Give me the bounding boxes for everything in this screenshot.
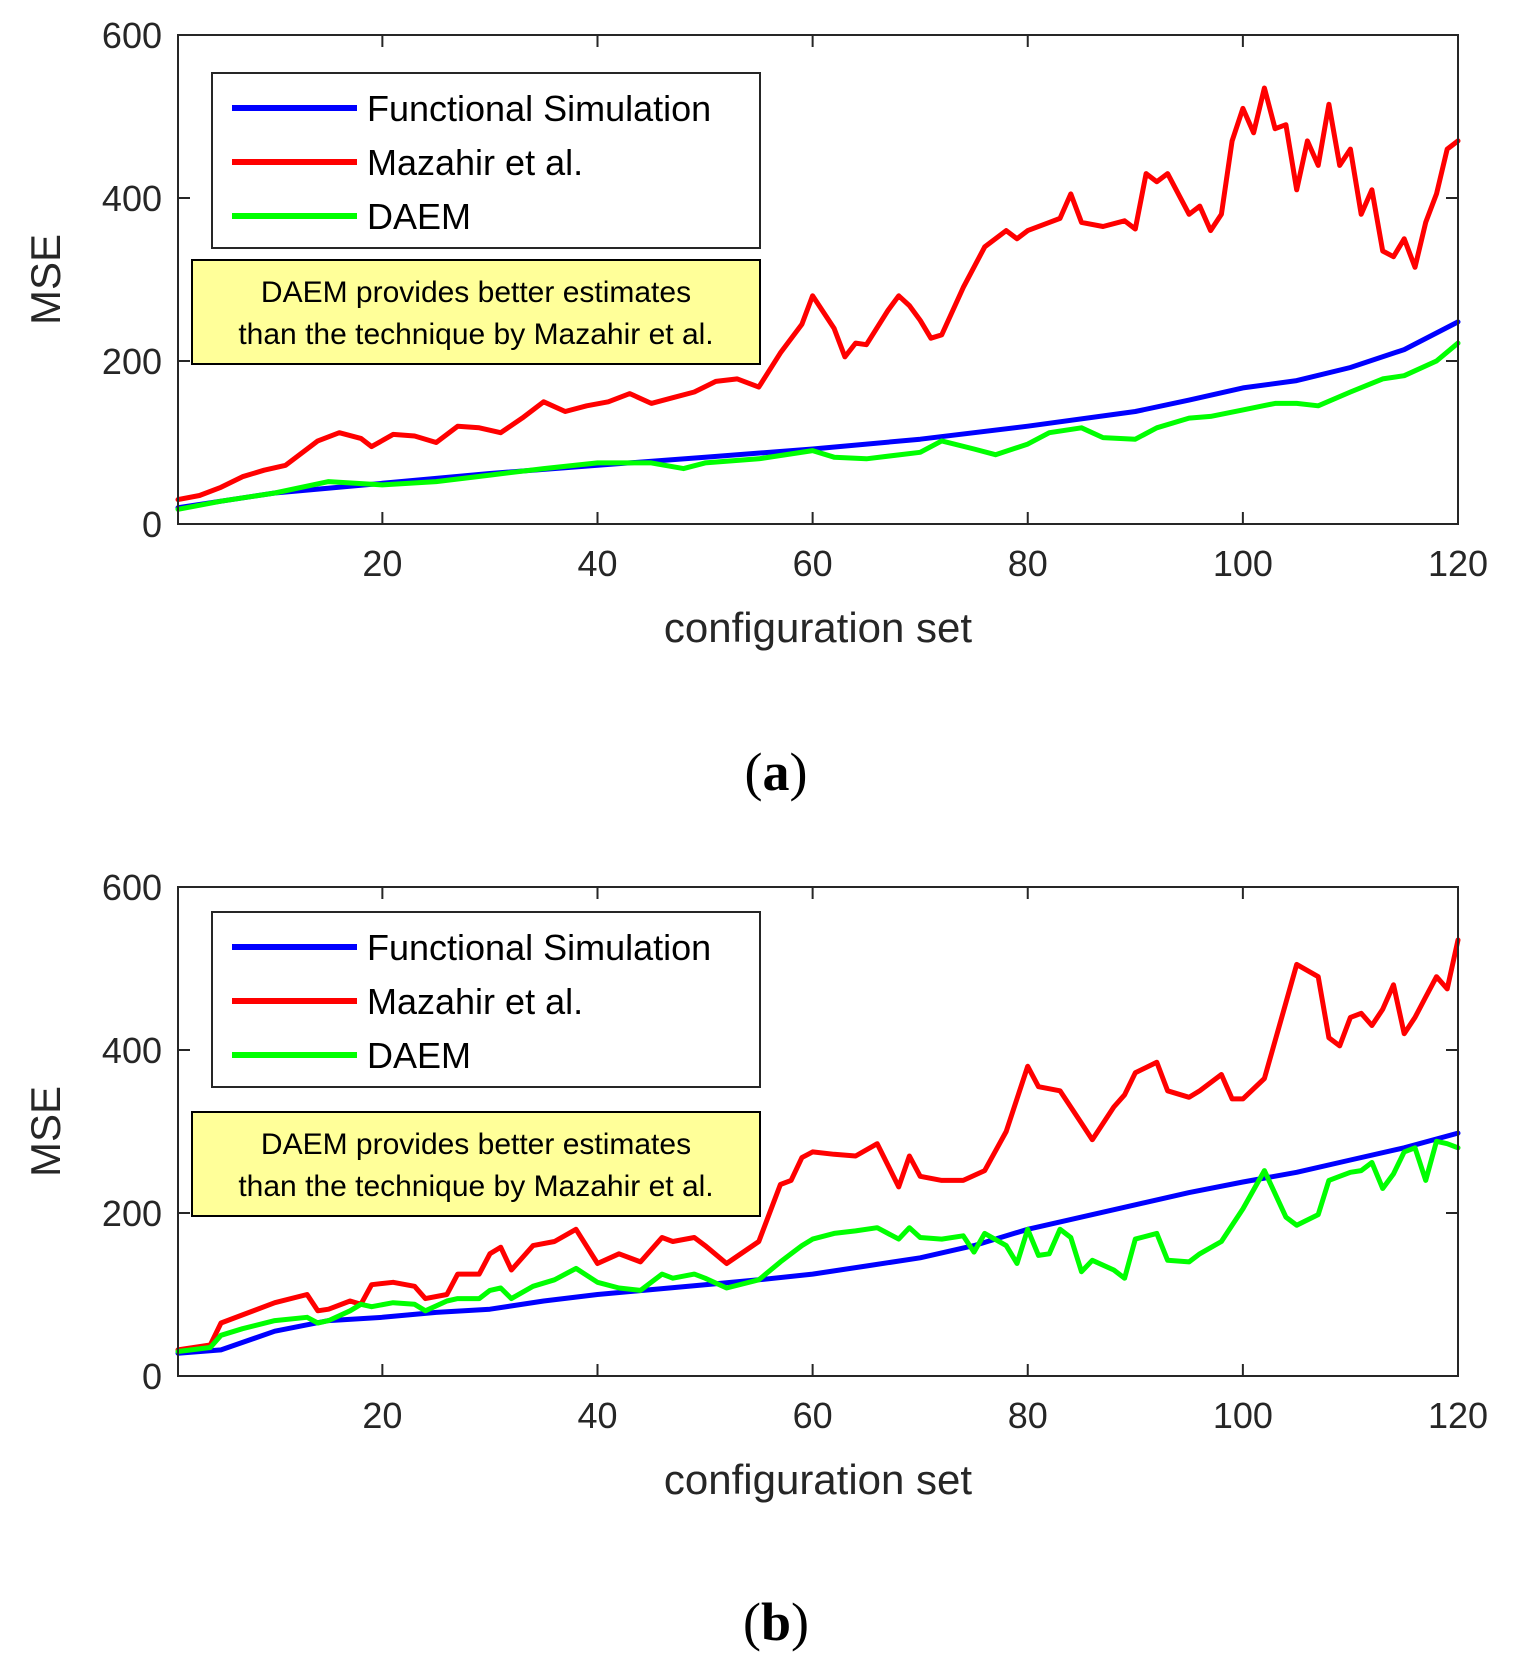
legend-label-daem: DAEM xyxy=(367,1035,471,1076)
annotation-line: than the technique by Mazahir et al. xyxy=(238,318,713,351)
annotation: DAEM provides better estimates than the t… xyxy=(191,1111,761,1217)
x-tick-label: 60 xyxy=(793,543,833,584)
y-tick-label: 200 xyxy=(102,341,162,382)
x-tick-label: 80 xyxy=(1008,543,1048,584)
x-tick-label: 60 xyxy=(793,1395,833,1436)
caption-letter: a xyxy=(763,742,790,802)
legend-label-functional-simulation: Functional Simulation xyxy=(367,88,711,129)
series-line-mazahir-et-al- xyxy=(175,85,1461,503)
y-axis-label: MSE xyxy=(22,1086,69,1177)
x-axis-label: configuration set xyxy=(664,1456,973,1503)
x-tick-label: 40 xyxy=(577,543,617,584)
panel-caption: (a) xyxy=(745,742,808,802)
series-line-daem xyxy=(175,1138,1461,1354)
x-tick-label: 120 xyxy=(1428,543,1488,584)
caption-paren-open: ( xyxy=(743,1592,761,1652)
series-group xyxy=(175,85,1461,512)
annotation-line: than the technique by Mazahir et al. xyxy=(238,1170,713,1203)
x-tick-label: 80 xyxy=(1008,1395,1048,1436)
series-line-functional-simulation xyxy=(175,319,1461,511)
x-tick-label: 20 xyxy=(362,1395,402,1436)
x-tick-label: 100 xyxy=(1213,543,1273,584)
y-tick-label: 600 xyxy=(102,867,162,908)
caption-paren-open: ( xyxy=(745,742,763,802)
x-tick-label: 40 xyxy=(577,1395,617,1436)
y-tick-label: 600 xyxy=(102,15,162,56)
y-tick-label: 0 xyxy=(142,1356,162,1397)
y-tick-label: 200 xyxy=(102,1193,162,1234)
annotation-line: DAEM provides better estimates xyxy=(261,1128,691,1161)
y-tick-label: 400 xyxy=(102,178,162,219)
chart-panel-a: 20 40 60 80 100 120 0 200 400 600 configuration se… xyxy=(22,15,1488,802)
y-axis-label: MSE xyxy=(22,234,69,325)
series-line-functional-simulation xyxy=(175,1130,1461,1356)
x-tick-label: 20 xyxy=(362,543,402,584)
annotation-box xyxy=(191,1111,761,1217)
legend: Functional Simulation Mazahir et al. DAEM xyxy=(211,72,761,249)
caption-paren-close: ) xyxy=(790,742,808,802)
annotation-line: DAEM provides better estimates xyxy=(261,276,691,309)
legend: Functional Simulation Mazahir et al. DAEM xyxy=(211,911,761,1088)
x-tick-label: 120 xyxy=(1428,1395,1488,1436)
y-tick-label: 0 xyxy=(142,504,162,545)
x-tick-label: 100 xyxy=(1213,1395,1273,1436)
annotation-box xyxy=(191,259,761,365)
series-line-daem xyxy=(175,340,1461,512)
legend-label-mazahir-et-al-: Mazahir et al. xyxy=(367,142,583,183)
y-tick-label: 400 xyxy=(102,1030,162,1071)
caption-letter: b xyxy=(761,1592,791,1652)
legend-label-functional-simulation: Functional Simulation xyxy=(367,927,711,968)
chart-panel-b: 20 40 60 80 100 120 0 200 400 600 configuration se… xyxy=(22,867,1488,1652)
series-group xyxy=(175,937,1461,1356)
annotation: DAEM provides better estimates than the t… xyxy=(191,259,761,365)
axes-box xyxy=(177,886,1459,1377)
legend-label-mazahir-et-al-: Mazahir et al. xyxy=(367,981,583,1022)
axes-box xyxy=(177,34,1459,525)
caption-paren-close: ) xyxy=(791,1592,809,1652)
legend-label-daem: DAEM xyxy=(367,196,471,237)
x-axis-label: configuration set xyxy=(664,604,973,651)
panel-caption: (b) xyxy=(743,1592,809,1652)
series-line-mazahir-et-al- xyxy=(175,937,1461,1353)
